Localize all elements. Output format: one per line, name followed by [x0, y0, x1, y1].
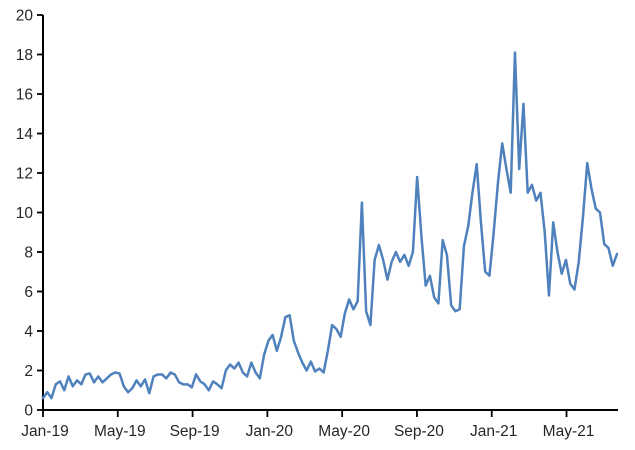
y-tick-label: 4 — [24, 324, 33, 341]
y-tick-label: 18 — [16, 47, 33, 64]
x-tick-label: Sep-19 — [170, 423, 220, 440]
y-tick-label: 12 — [16, 166, 33, 183]
y-tick-label: 6 — [24, 284, 33, 301]
x-tick-label: Sep-20 — [394, 423, 444, 440]
x-tick-label: May-20 — [318, 423, 370, 440]
y-tick-label: 8 — [24, 245, 33, 262]
y-tick-label: 20 — [16, 8, 34, 25]
y-tick-label: 2 — [24, 363, 33, 380]
x-tick-label: May-19 — [94, 423, 146, 440]
data-series-line — [41, 51, 619, 400]
x-tick-label: Jan-19 — [21, 423, 68, 440]
x-tick-label: Jan-20 — [246, 423, 294, 440]
x-tick-label: Jan-21 — [470, 423, 517, 440]
x-tick-label: May-21 — [543, 423, 595, 440]
y-tick-label: 0 — [24, 403, 33, 420]
y-tick-label: 16 — [16, 87, 33, 104]
y-tick-label: 14 — [16, 126, 34, 143]
y-tick-label: 10 — [16, 205, 34, 222]
